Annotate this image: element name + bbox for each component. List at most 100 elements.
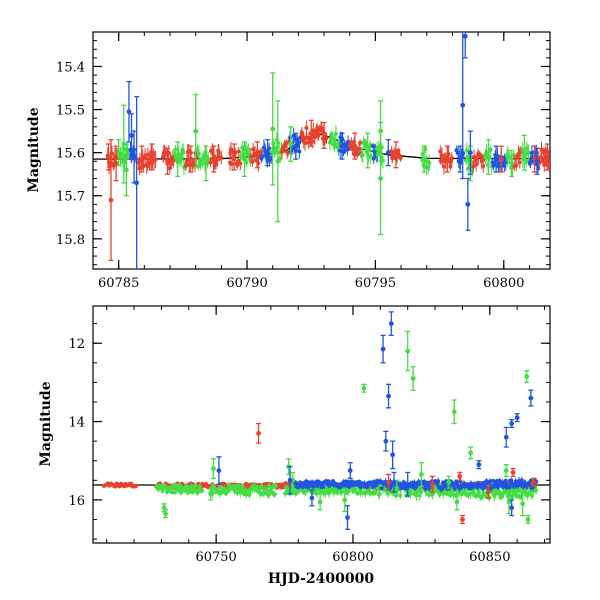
- bottom-xlabel: HJD-2400000: [268, 571, 375, 587]
- bottom-data-point: [347, 468, 353, 473]
- bottom-data-point: [373, 490, 378, 495]
- top-data-point: [238, 161, 243, 166]
- bottom-data-point: [161, 505, 167, 511]
- bottom-data-point: [172, 490, 177, 495]
- bottom-data-point: [519, 478, 524, 483]
- bottom-y-tick-label: 12: [68, 337, 85, 352]
- top-data-point: [134, 180, 140, 186]
- bottom-data-point: [419, 489, 424, 494]
- top-data-point: [270, 126, 276, 132]
- bottom-data-point: [414, 493, 419, 498]
- top-data-point: [485, 154, 491, 160]
- bottom-data-point: [507, 485, 512, 490]
- top-y-tick-label: 15.7: [56, 190, 85, 205]
- bottom-data-point: [524, 374, 530, 379]
- top-data-point: [355, 152, 360, 157]
- top-data-point: [126, 109, 132, 115]
- bottom-data-point: [497, 489, 502, 494]
- top-data-point: [169, 161, 174, 166]
- bottom-data-point: [216, 468, 222, 473]
- bottom-data-point: [390, 452, 396, 458]
- top-data-point: [471, 164, 476, 169]
- top-data-point: [526, 150, 531, 155]
- top-data-point: [330, 136, 335, 141]
- bottom-data-point: [501, 491, 506, 496]
- top-data-point: [363, 140, 368, 145]
- top-data-point: [393, 152, 399, 158]
- bottom-data-point: [517, 488, 522, 493]
- top-data-point: [345, 147, 350, 152]
- top-data-point: [106, 154, 111, 160]
- top-data-point: [545, 154, 550, 160]
- top-data-point: [293, 143, 299, 149]
- top-data-point: [521, 150, 527, 156]
- top-data-point: [108, 197, 114, 203]
- bottom-data-point: [296, 485, 301, 490]
- top-data-point: [219, 155, 224, 160]
- top-data-point: [288, 141, 294, 147]
- top-data-point: [181, 150, 186, 155]
- bottom-data-point: [468, 450, 474, 456]
- bottom-data-point: [327, 491, 332, 496]
- top-data-point: [312, 135, 317, 140]
- bottom-data-point: [454, 499, 460, 505]
- top-x-tick-label: 60795: [355, 276, 396, 291]
- bottom-data-point: [510, 495, 515, 500]
- top-data-point: [358, 140, 363, 145]
- bottom-data-point: [429, 481, 435, 487]
- top-data-point: [299, 130, 304, 135]
- top-data-point: [193, 128, 199, 134]
- top-data-point: [427, 160, 432, 165]
- top-data-point: [488, 147, 493, 152]
- top-data-point: [208, 160, 213, 165]
- top-data-point: [303, 141, 308, 146]
- top-data-point: [153, 157, 158, 162]
- bottom-data-point: [386, 393, 391, 399]
- bottom-data-point: [179, 490, 184, 495]
- top-y-tick-label: 15.8: [56, 233, 85, 248]
- top-data-point: [139, 156, 145, 162]
- bottom-data-point: [510, 470, 516, 475]
- bottom-data-point: [391, 479, 397, 485]
- bottom-data-point: [525, 493, 530, 498]
- bottom-data-point: [236, 483, 241, 488]
- bottom-data-point: [211, 466, 216, 471]
- bottom-data-point: [326, 479, 331, 484]
- bottom-data-point: [460, 517, 465, 522]
- bottom-x-tick-label: 60800: [332, 550, 373, 565]
- top-data-point: [333, 142, 338, 147]
- top-data-point: [357, 146, 362, 151]
- top-panel: 60785 60790 60795 60800 15.4 15.5 15.6 15.7 15.8…: [26, 31, 551, 291]
- bottom-data-point: [486, 489, 491, 495]
- top-data-point: [304, 125, 309, 130]
- bottom-data-point: [386, 479, 391, 485]
- bottom-data-point: [309, 495, 315, 501]
- top-data-point: [534, 158, 540, 164]
- bottom-data-point: [272, 492, 277, 497]
- top-data-point: [284, 141, 289, 146]
- top-data-point: [123, 167, 129, 173]
- bottom-data-point: [520, 501, 526, 507]
- bottom-data-point: [503, 468, 509, 473]
- bottom-data-point: [377, 491, 382, 496]
- top-data-point: [297, 149, 302, 154]
- bottom-x-tick-label: 60750: [195, 550, 236, 565]
- bottom-data-point: [528, 395, 534, 401]
- top-data-point: [465, 201, 471, 207]
- bottom-data-point: [386, 490, 391, 495]
- bottom-data-point: [361, 385, 367, 391]
- top-data-point: [509, 161, 514, 166]
- top-data-point: [514, 163, 519, 168]
- top-data-point: [113, 161, 119, 166]
- top-data-point: [203, 161, 209, 166]
- top-y-tick-label: 15.4: [56, 60, 85, 75]
- bottom-data-point: [451, 409, 457, 415]
- bottom-data-point: [379, 486, 384, 491]
- top-data-point: [421, 156, 427, 162]
- bottom-data-point: [503, 478, 508, 483]
- top-data-point: [448, 164, 453, 169]
- bottom-data-point: [476, 462, 482, 468]
- top-data-point: [517, 160, 522, 165]
- top-x-tick-label: 60785: [98, 276, 139, 291]
- top-data-point: [524, 159, 529, 164]
